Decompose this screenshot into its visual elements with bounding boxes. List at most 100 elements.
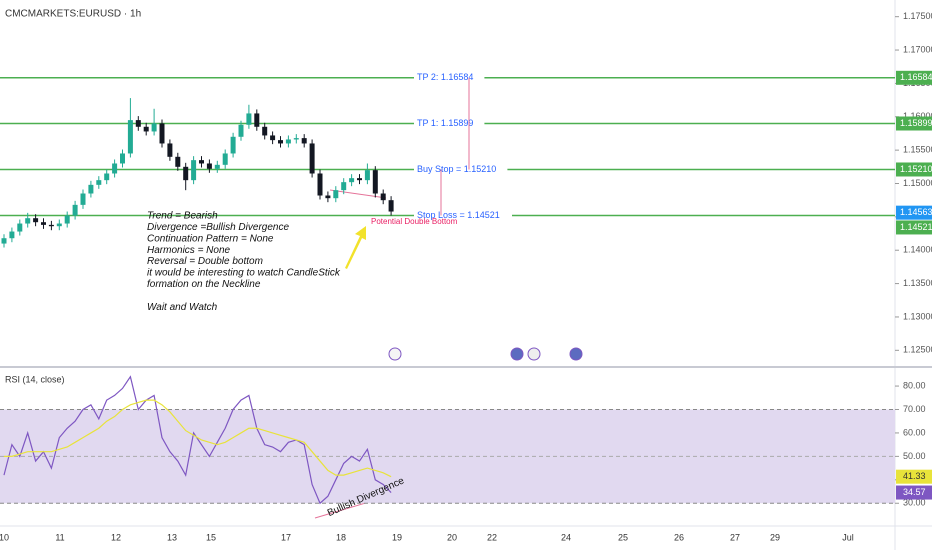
y-tick-label: 1.16000 — [903, 111, 932, 121]
candle-body — [104, 173, 110, 181]
level-axis-label: 1.15210 — [900, 164, 932, 174]
note-line: Harmonics = None — [147, 245, 231, 256]
x-tick-label: Jul — [842, 532, 854, 542]
level-axis-label: 1.14521 — [900, 222, 932, 232]
candle-body — [199, 160, 204, 164]
candle-body — [135, 120, 141, 127]
rsi-value-label: 41.33 — [903, 471, 926, 481]
candle-body — [372, 170, 378, 194]
candle-body — [230, 136, 236, 154]
candle-body — [9, 231, 15, 239]
event-icon[interactable] — [527, 347, 541, 361]
chart-title: CMCMARKETS:EURUSD · 1h — [5, 9, 141, 20]
arrow — [345, 226, 366, 269]
y-tick-label: 30.00 — [903, 498, 926, 508]
y-tick-label: 1.13000 — [903, 311, 932, 321]
candle-body — [254, 113, 260, 127]
level-label: Buy Stop = 1.15210 — [417, 164, 496, 174]
event-icon[interactable] — [510, 347, 524, 361]
candle-body — [214, 164, 220, 169]
level-axis-label: 1.16584 — [900, 72, 932, 82]
candle-body — [191, 160, 197, 181]
note-line: Continuation Pattern = None — [147, 233, 274, 244]
y-tick-label: 50.00 — [903, 451, 926, 461]
level-axis-box — [896, 162, 932, 177]
candle-body — [364, 170, 370, 181]
candle-body — [293, 138, 299, 140]
candle-body — [388, 200, 394, 212]
x-tick-label: 27 — [730, 532, 740, 542]
candle-body — [349, 178, 355, 183]
candle-body — [167, 143, 173, 157]
level-axis-box — [896, 220, 932, 235]
candle-body — [56, 223, 62, 227]
pattern-label: Potential Double Bottom — [371, 217, 458, 226]
x-tick-label: 22 — [487, 532, 497, 542]
candle-body — [127, 120, 133, 154]
level-label: TP 2: 1.16584 — [417, 72, 473, 82]
level-axis-box — [896, 116, 932, 131]
candle-body — [80, 193, 86, 205]
y-tick-label: 80.00 — [903, 380, 926, 390]
rsi-line — [4, 399, 392, 478]
level-label: TP 1: 1.15899 — [417, 118, 473, 128]
y-tick-label: 1.13500 — [903, 278, 932, 288]
x-tick-label: 18 — [336, 532, 346, 542]
level-label-bg — [414, 71, 485, 84]
note-line: it would be interesting to watch CandleS… — [147, 268, 341, 279]
x-tick-label: 25 — [618, 532, 628, 542]
candle-body — [64, 215, 70, 224]
note-line: formation on the Neckline — [147, 279, 261, 290]
candle-body — [96, 180, 102, 185]
x-tick-label: 29 — [770, 532, 780, 542]
note-line: Divergence =Bullish Divergence — [147, 222, 289, 233]
event-icon[interactable] — [388, 347, 402, 361]
x-tick-label: 13 — [167, 532, 177, 542]
candle-body — [41, 222, 46, 225]
y-tick-label: 1.17500 — [903, 11, 932, 21]
rsi-value-box — [896, 469, 932, 484]
x-tick-label: 17 — [281, 532, 291, 542]
level-axis-label: 1.15899 — [900, 118, 932, 128]
rsi-title: RSI (14, close) — [5, 374, 65, 384]
candle-body — [333, 190, 339, 199]
candle-body — [17, 223, 23, 232]
candle-body — [88, 184, 94, 194]
events — [388, 347, 583, 361]
candle-body — [151, 123, 157, 132]
candle-body — [25, 218, 31, 224]
current-price-label: 1.14563 — [900, 207, 932, 217]
candle-body — [285, 139, 291, 144]
x-tick-label: 26 — [674, 532, 684, 542]
candle-body — [380, 193, 386, 201]
candle-body — [175, 156, 181, 167]
note-line: Wait and Watch — [147, 302, 218, 313]
rsi-line — [3, 375, 392, 505]
rsi-value-label: 34.57 — [903, 487, 926, 497]
candle-body — [357, 178, 362, 181]
candle-body — [278, 140, 283, 144]
y-tick-label: 1.17000 — [903, 44, 932, 54]
candle-body — [33, 218, 39, 223]
current-price-box — [896, 205, 932, 220]
candles — [1, 98, 394, 248]
y-tick-label: 1.15000 — [903, 178, 932, 188]
x-tick-label: 11 — [55, 532, 64, 542]
note-line: Reversal = Double bottom — [147, 256, 263, 267]
x-tick-label: 10 — [0, 532, 9, 542]
x-tick-label: 15 — [206, 532, 216, 542]
level-axis-box — [896, 70, 932, 85]
candle-body — [262, 126, 268, 136]
candle-body — [246, 113, 252, 125]
candle-body — [159, 123, 165, 144]
event-icon[interactable] — [569, 347, 583, 361]
candle-body — [222, 153, 228, 165]
y-tick-label: 1.14000 — [903, 245, 932, 255]
y-tick-label: 1.12500 — [903, 345, 932, 355]
candle-body — [301, 138, 307, 144]
level-label-bg — [414, 209, 512, 222]
x-tick-label: 20 — [447, 532, 457, 542]
candle-body — [72, 204, 78, 216]
level-label-bg — [414, 117, 485, 130]
